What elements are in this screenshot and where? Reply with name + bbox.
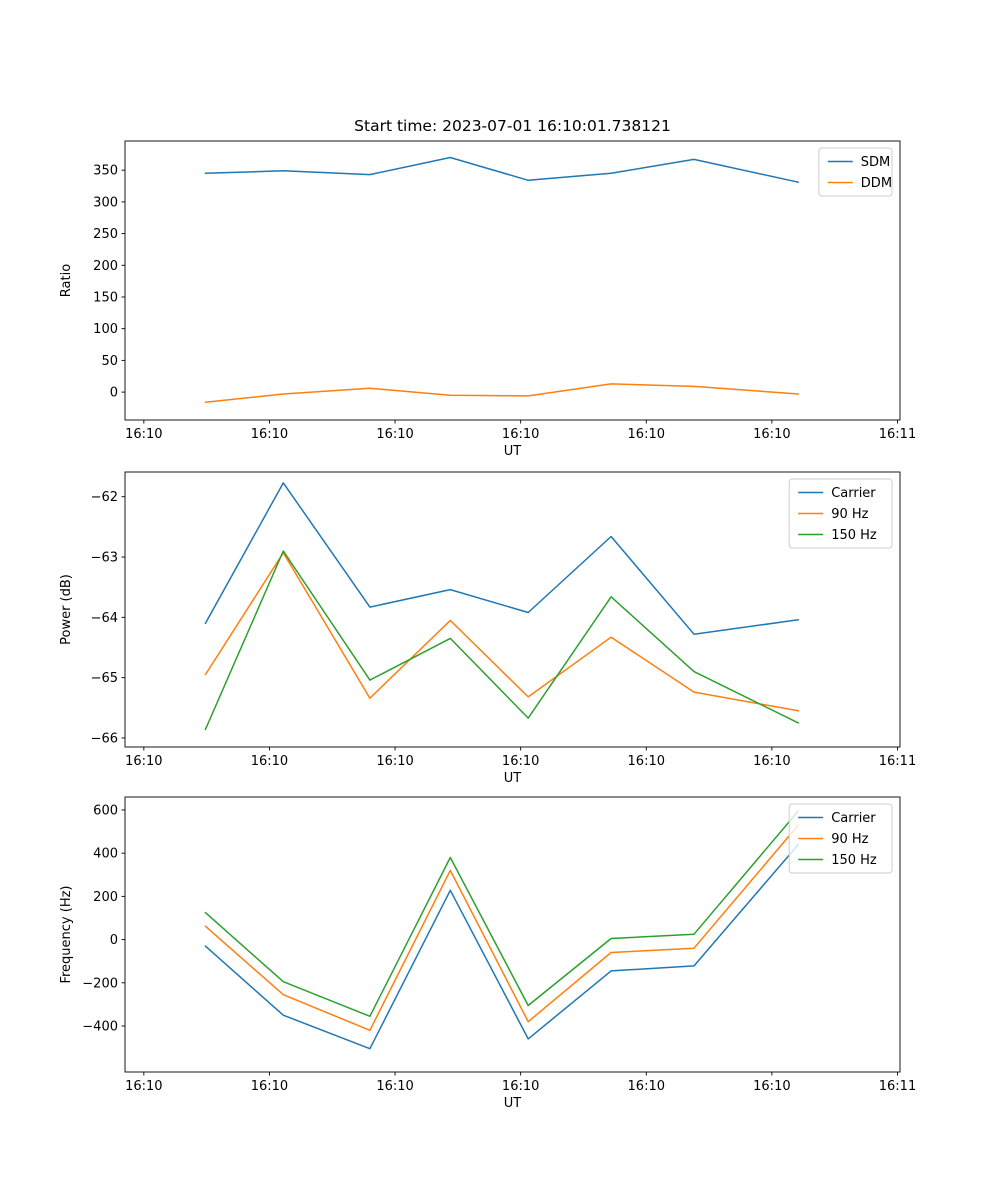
- x-axis-label: UT: [504, 1096, 522, 1111]
- legend: Carrier 90 Hz 150 Hz: [788, 803, 893, 874]
- y-tick-label: 100: [93, 322, 118, 337]
- y-tick-label: 250: [93, 227, 118, 242]
- x-tick-label: 16:10: [251, 1079, 288, 1094]
- y-tick-label: −64: [91, 611, 118, 626]
- legend-label-150-hz: 150 Hz: [831, 528, 877, 543]
- y-tick-label: 300: [93, 195, 118, 210]
- x-tick-label: 16:10: [753, 427, 790, 442]
- y-tick-label: −66: [91, 731, 118, 746]
- x-axis-label: UT: [504, 771, 522, 786]
- x-tick-label: 16:10: [502, 427, 539, 442]
- axes-frame: [124, 471, 901, 748]
- x-tick-label: 16:10: [125, 427, 162, 442]
- x-tick-label: 16:10: [502, 754, 539, 769]
- subplot-2: −66 −65 −64 −63 −62 16:10 16:10 16:10 16:10 16:10…: [59, 471, 916, 786]
- series-line-90-hz: [204, 552, 800, 712]
- legend-label-sdm: SDM: [861, 155, 890, 170]
- x-tick-label: 16:11: [879, 754, 916, 769]
- x-tick-label: 16:10: [628, 427, 665, 442]
- y-tick-label: −200: [82, 976, 118, 991]
- axes-frame: [124, 796, 901, 1073]
- series-line-carrier: [204, 843, 800, 1050]
- x-tick-label: 16:10: [628, 754, 665, 769]
- y-tick-label: −400: [82, 1019, 118, 1034]
- y-axis-label: Frequency (Hz): [59, 885, 74, 983]
- x-tick-label: 16:10: [125, 1079, 162, 1094]
- series-line-carrier: [204, 482, 800, 635]
- legend-label-90-hz: 90 Hz: [831, 507, 868, 522]
- legend-label-90-hz: 90 Hz: [831, 832, 868, 847]
- x-tick-label: 16:10: [251, 754, 288, 769]
- y-tick-label: 400: [93, 847, 118, 862]
- x-tick-label: 16:10: [376, 427, 413, 442]
- y-tick-label: −63: [91, 551, 118, 566]
- y-tick-label: 150: [93, 290, 118, 305]
- legend-frame: [788, 803, 893, 874]
- x-tick-label: 16:11: [879, 1079, 916, 1094]
- legend: SDM DDM: [818, 147, 893, 197]
- x-tick-label: 16:10: [376, 1079, 413, 1094]
- y-tick-label: 200: [93, 259, 118, 274]
- y-tick-label: 0: [110, 386, 118, 401]
- x-tick-label: 16:10: [376, 754, 413, 769]
- y-tick-label: −62: [91, 490, 118, 505]
- legend-label-150-hz: 150 Hz: [831, 853, 877, 868]
- y-tick-label: 0: [110, 933, 118, 948]
- legend-frame: [818, 147, 893, 197]
- legend-label-carrier: Carrier: [831, 811, 876, 826]
- x-tick-label: 16:10: [628, 1079, 665, 1094]
- y-axis-label: Power (dB): [59, 574, 74, 645]
- legend: Carrier 90 Hz 150 Hz: [788, 478, 893, 549]
- legend-frame: [788, 478, 893, 549]
- x-tick-label: 16:10: [251, 427, 288, 442]
- x-tick-label: 16:10: [753, 1079, 790, 1094]
- series-line-90-hz: [204, 824, 800, 1032]
- subplot-3: −400 −200 0 200 400 600 16:10 16:10 16:10 16:10 16…: [59, 796, 916, 1111]
- y-tick-label: 50: [101, 354, 118, 369]
- y-axis-label: Ratio: [59, 264, 74, 297]
- x-tick-label: 16:11: [879, 427, 916, 442]
- series-line-sdm: [204, 156, 800, 183]
- y-tick-label: −65: [91, 671, 118, 686]
- legend-label-carrier: Carrier: [831, 486, 876, 501]
- x-tick-label: 16:10: [125, 754, 162, 769]
- x-axis-label: UT: [504, 444, 522, 459]
- x-tick-label: 16:10: [753, 754, 790, 769]
- y-tick-label: 350: [93, 164, 118, 179]
- legend-label-ddm: DDM: [861, 176, 892, 191]
- subplot-1: 0 50 100 150 200 250 300 350 16:10 16:10 16:10 16:1…: [59, 117, 916, 459]
- y-tick-label: 600: [93, 803, 118, 818]
- series-line-150-hz: [204, 550, 800, 731]
- series-line-ddm: [204, 383, 800, 403]
- y-tick-label: 200: [93, 890, 118, 905]
- chart-title: Start time: 2023-07-01 16:10:01.738121: [354, 117, 671, 135]
- series-line-150-hz: [204, 810, 800, 1018]
- axes-frame: [124, 140, 901, 421]
- x-tick-label: 16:10: [502, 1079, 539, 1094]
